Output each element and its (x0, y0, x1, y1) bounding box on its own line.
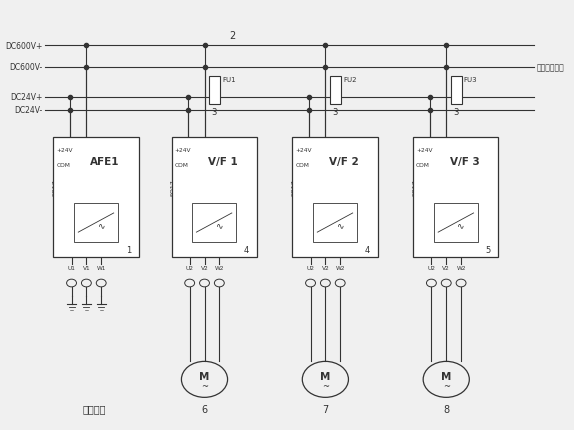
Text: SO17: SO17 (53, 179, 57, 196)
Text: ∿: ∿ (96, 221, 104, 230)
Text: 5: 5 (486, 246, 491, 254)
Text: 6: 6 (201, 404, 208, 414)
Text: 4: 4 (364, 246, 370, 254)
Text: SO17: SO17 (179, 179, 183, 196)
Text: COM: COM (295, 163, 309, 168)
Text: V2: V2 (443, 266, 450, 271)
Text: W2: W2 (335, 266, 345, 271)
Text: +24V: +24V (416, 147, 433, 153)
FancyBboxPatch shape (192, 204, 236, 242)
Text: SO17: SO17 (60, 179, 65, 196)
Text: COM: COM (174, 163, 188, 168)
Text: DC600V+: DC600V+ (5, 42, 42, 51)
Text: AFE1: AFE1 (90, 157, 119, 167)
FancyBboxPatch shape (434, 204, 478, 242)
Text: U2: U2 (185, 266, 193, 271)
Text: DC600V-: DC600V- (9, 63, 42, 72)
Text: S108: S108 (300, 179, 305, 195)
FancyBboxPatch shape (172, 138, 257, 258)
FancyBboxPatch shape (209, 77, 220, 105)
Text: 8: 8 (443, 404, 449, 414)
Text: SO17: SO17 (170, 179, 176, 196)
Text: M: M (199, 371, 210, 381)
Text: W2: W2 (215, 266, 224, 271)
Text: COM: COM (56, 163, 70, 168)
Text: V/F 1: V/F 1 (208, 157, 238, 167)
Text: U2: U2 (428, 266, 436, 271)
Text: FU2: FU2 (343, 77, 356, 83)
Text: 3: 3 (332, 108, 338, 117)
Text: SO17: SO17 (299, 179, 304, 196)
FancyBboxPatch shape (330, 77, 341, 105)
Text: W2: W2 (456, 266, 466, 271)
FancyBboxPatch shape (413, 138, 498, 258)
Text: 7: 7 (322, 404, 328, 414)
Text: +24V: +24V (174, 147, 191, 153)
Text: V/F 2: V/F 2 (329, 157, 358, 167)
Text: W1: W1 (96, 266, 106, 271)
Text: ∿: ∿ (456, 221, 464, 230)
Text: S108: S108 (68, 179, 73, 195)
Text: U2: U2 (307, 266, 315, 271)
Text: V2: V2 (321, 266, 329, 271)
Text: 4: 4 (244, 246, 249, 254)
Text: ~: ~ (443, 381, 450, 390)
Text: ∿: ∿ (215, 221, 222, 230)
FancyBboxPatch shape (313, 204, 357, 242)
Text: S108: S108 (428, 179, 433, 195)
Text: V/F 3: V/F 3 (449, 157, 479, 167)
Text: S108: S108 (179, 179, 184, 195)
Text: S108: S108 (187, 179, 192, 195)
Text: FU3: FU3 (464, 77, 478, 83)
Text: ~: ~ (201, 381, 208, 390)
Text: M: M (441, 371, 451, 381)
Text: COM: COM (416, 163, 430, 168)
Text: DC24V-: DC24V- (14, 106, 42, 115)
Text: 交流电源: 交流电源 (83, 404, 106, 414)
FancyBboxPatch shape (53, 138, 138, 258)
FancyBboxPatch shape (292, 138, 378, 258)
Text: SO17: SO17 (413, 179, 417, 196)
Text: 其它直流设备: 其它直流设备 (537, 63, 565, 72)
Text: +24V: +24V (56, 147, 73, 153)
Text: U1: U1 (68, 266, 75, 271)
FancyBboxPatch shape (451, 77, 461, 105)
Text: 1: 1 (126, 246, 131, 254)
Text: S108: S108 (61, 179, 66, 195)
Text: 3: 3 (212, 108, 217, 117)
Text: FU1: FU1 (222, 77, 236, 83)
Text: V1: V1 (83, 266, 90, 271)
FancyBboxPatch shape (74, 204, 118, 242)
Text: S108: S108 (308, 179, 312, 195)
Text: +24V: +24V (295, 147, 312, 153)
Text: V2: V2 (201, 266, 208, 271)
Text: M: M (320, 371, 331, 381)
Text: SO17: SO17 (420, 179, 425, 196)
Text: DC24V+: DC24V+ (10, 93, 42, 102)
Text: ~: ~ (322, 381, 329, 390)
Text: ∿: ∿ (336, 221, 343, 230)
Text: S108: S108 (421, 179, 426, 195)
Text: 3: 3 (453, 108, 459, 117)
Text: SO17: SO17 (292, 179, 297, 196)
Text: 2: 2 (229, 31, 235, 41)
